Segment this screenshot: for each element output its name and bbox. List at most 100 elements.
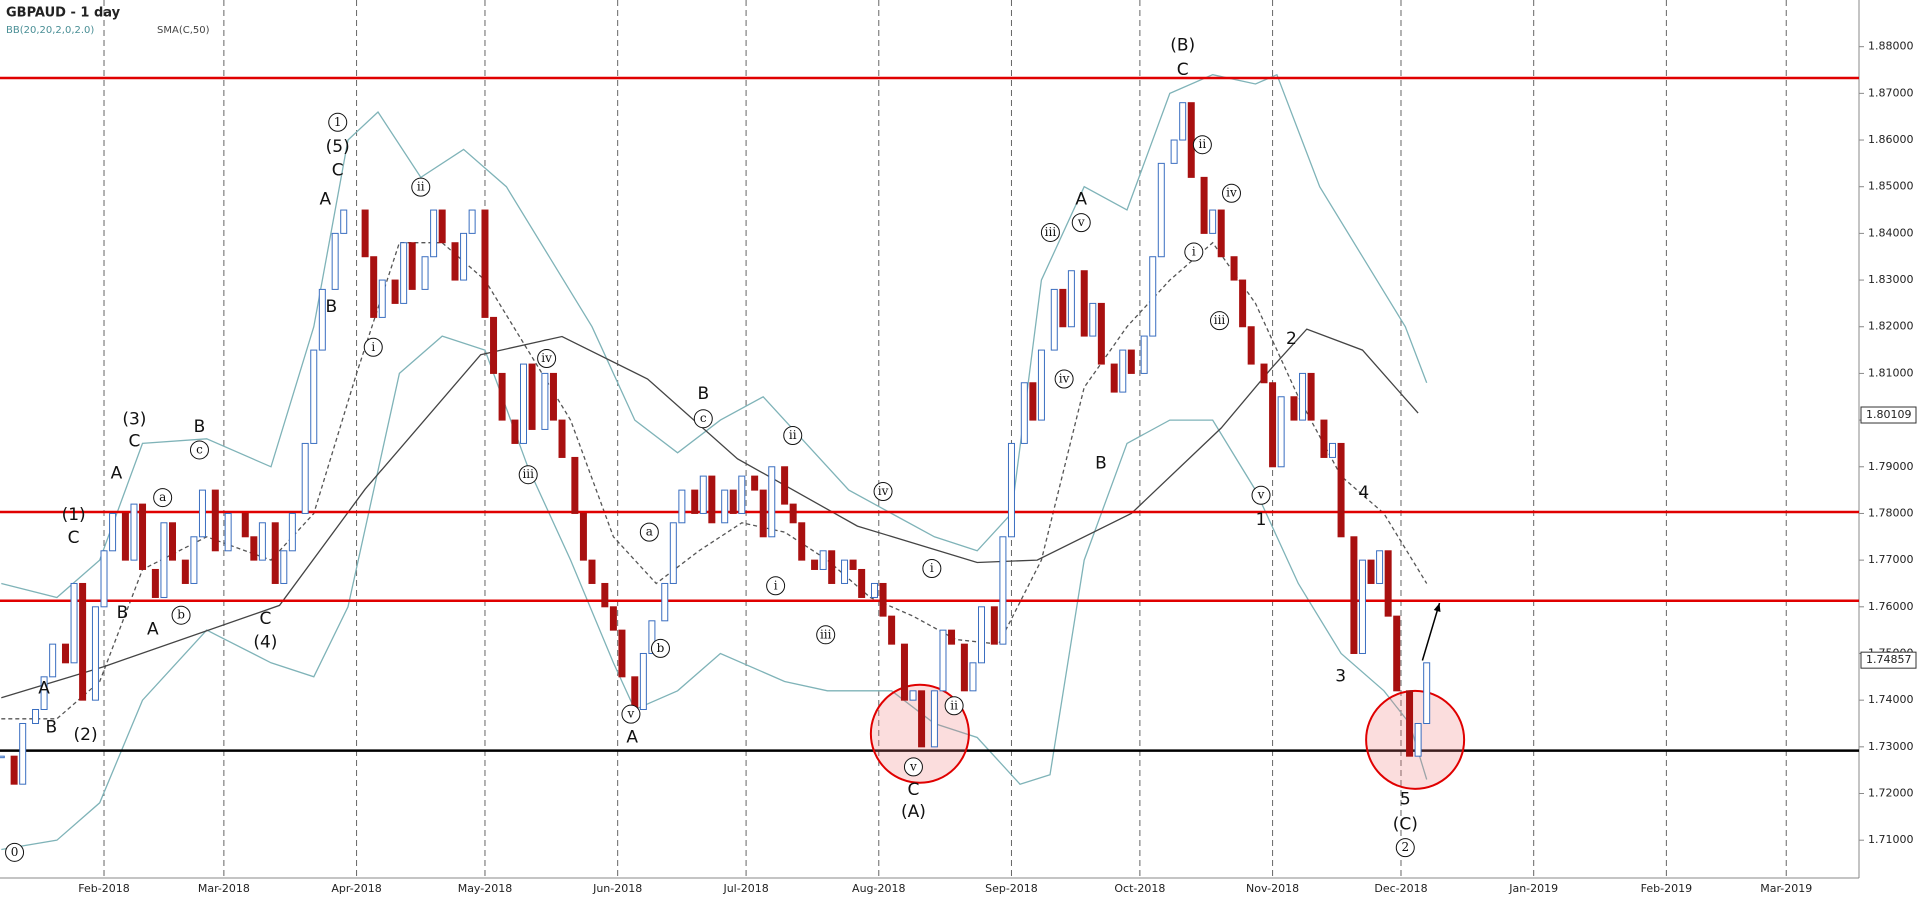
y-tick-label: 1.81000 <box>1868 366 1914 379</box>
candle <box>1119 349 1127 393</box>
wave-circle <box>873 482 893 502</box>
projection-arrow <box>1421 602 1441 661</box>
candle <box>759 489 767 538</box>
wave-label: c <box>700 411 707 425</box>
wave-label: C <box>332 160 344 180</box>
x-tick-label: Sep-2018 <box>985 882 1038 895</box>
wave-label: C <box>68 528 80 548</box>
candle <box>1260 363 1268 384</box>
wave-label: B <box>46 718 58 738</box>
wave-label: v <box>909 759 917 773</box>
wave-label: A <box>111 463 123 483</box>
candle <box>849 559 857 570</box>
indicator-label: BB(20,20,2,0,2.0) <box>6 25 94 36</box>
candle <box>1423 662 1431 724</box>
candle <box>1337 442 1345 538</box>
candle <box>139 503 147 570</box>
candle <box>930 690 938 748</box>
wave-label: A <box>626 728 638 748</box>
candle <box>960 643 968 692</box>
wave-label: 0 <box>11 845 19 859</box>
candle <box>121 512 129 561</box>
candle <box>271 522 279 584</box>
candle <box>678 489 686 524</box>
candle <box>528 363 536 430</box>
candle <box>288 512 296 552</box>
wave-circle <box>1192 135 1212 155</box>
candle <box>1290 396 1298 421</box>
wave-label: C <box>1177 60 1189 80</box>
wave-label: (B) <box>1170 35 1195 55</box>
candle <box>1367 559 1375 584</box>
candle <box>0 755 5 759</box>
candle <box>400 242 408 304</box>
wave-circle <box>944 696 964 716</box>
wave-circle <box>411 177 431 197</box>
wave-circle <box>518 465 538 485</box>
candle <box>1149 256 1157 337</box>
candle <box>49 643 57 678</box>
y-tick-label: 1.72000 <box>1868 787 1914 800</box>
candle <box>32 708 40 724</box>
wave-label: iv <box>541 351 552 365</box>
wave-label: iv <box>878 484 889 498</box>
candle <box>558 419 566 458</box>
wave-label: 2 <box>1401 840 1409 854</box>
candle <box>310 349 318 444</box>
candle <box>378 279 386 318</box>
candle <box>858 568 866 598</box>
candle <box>190 536 198 584</box>
wave-label: 3 <box>1335 666 1346 686</box>
candle <box>549 372 557 421</box>
candle <box>1089 302 1097 337</box>
wave-label: ii <box>1199 137 1207 151</box>
candle <box>1358 559 1366 654</box>
candle <box>70 582 78 664</box>
wave-label: 4 <box>1358 483 1369 503</box>
candle <box>10 755 18 785</box>
wave-label: B <box>697 384 709 404</box>
candle <box>160 522 168 598</box>
wave-label: A <box>38 678 50 698</box>
candle <box>1247 326 1255 365</box>
wave-label: i <box>774 578 778 592</box>
indicator-line <box>1 328 1419 699</box>
candle <box>541 372 549 430</box>
candle <box>798 522 806 561</box>
candle <box>1187 102 1195 178</box>
candle <box>1170 139 1178 164</box>
indicator-label: SMA(C,50) <box>157 25 210 36</box>
candle <box>1350 536 1358 654</box>
candle <box>340 209 348 234</box>
candle <box>999 536 1007 645</box>
candle <box>1329 442 1337 458</box>
wave-circle <box>363 337 383 357</box>
y-tick-label: 1.84000 <box>1868 226 1914 239</box>
wave-label: (5) <box>326 137 350 157</box>
wave-label: ii <box>417 180 425 194</box>
candle <box>331 232 339 290</box>
candle <box>460 232 468 281</box>
candle <box>1127 349 1135 374</box>
wave-label: 1 <box>334 115 342 129</box>
candle <box>181 559 189 584</box>
candle <box>408 242 416 290</box>
wave-label: v <box>1077 215 1085 229</box>
wave-label: i <box>371 340 375 354</box>
price-label-box <box>1860 651 1917 669</box>
wave-circle <box>1071 213 1091 233</box>
y-tick-label: 1.77000 <box>1868 553 1914 566</box>
y-tick-label: 1.74000 <box>1868 693 1914 706</box>
y-tick-label: 1.76000 <box>1868 600 1914 613</box>
candle <box>1059 288 1067 328</box>
indicator-line <box>1 241 1428 720</box>
wave-label: ii <box>789 428 797 442</box>
candle <box>579 512 587 561</box>
wave-label: (2) <box>74 725 98 745</box>
wave-circle <box>328 112 348 132</box>
wave-label: (1) <box>62 505 86 525</box>
candle <box>588 559 596 584</box>
candle <box>1299 372 1307 421</box>
wave-label: 5 <box>1400 790 1411 810</box>
plot-area: 0BA(2)C(1)BAC(3)abAcBC(4)AC(5)1Biiiiviii… <box>0 0 1859 878</box>
